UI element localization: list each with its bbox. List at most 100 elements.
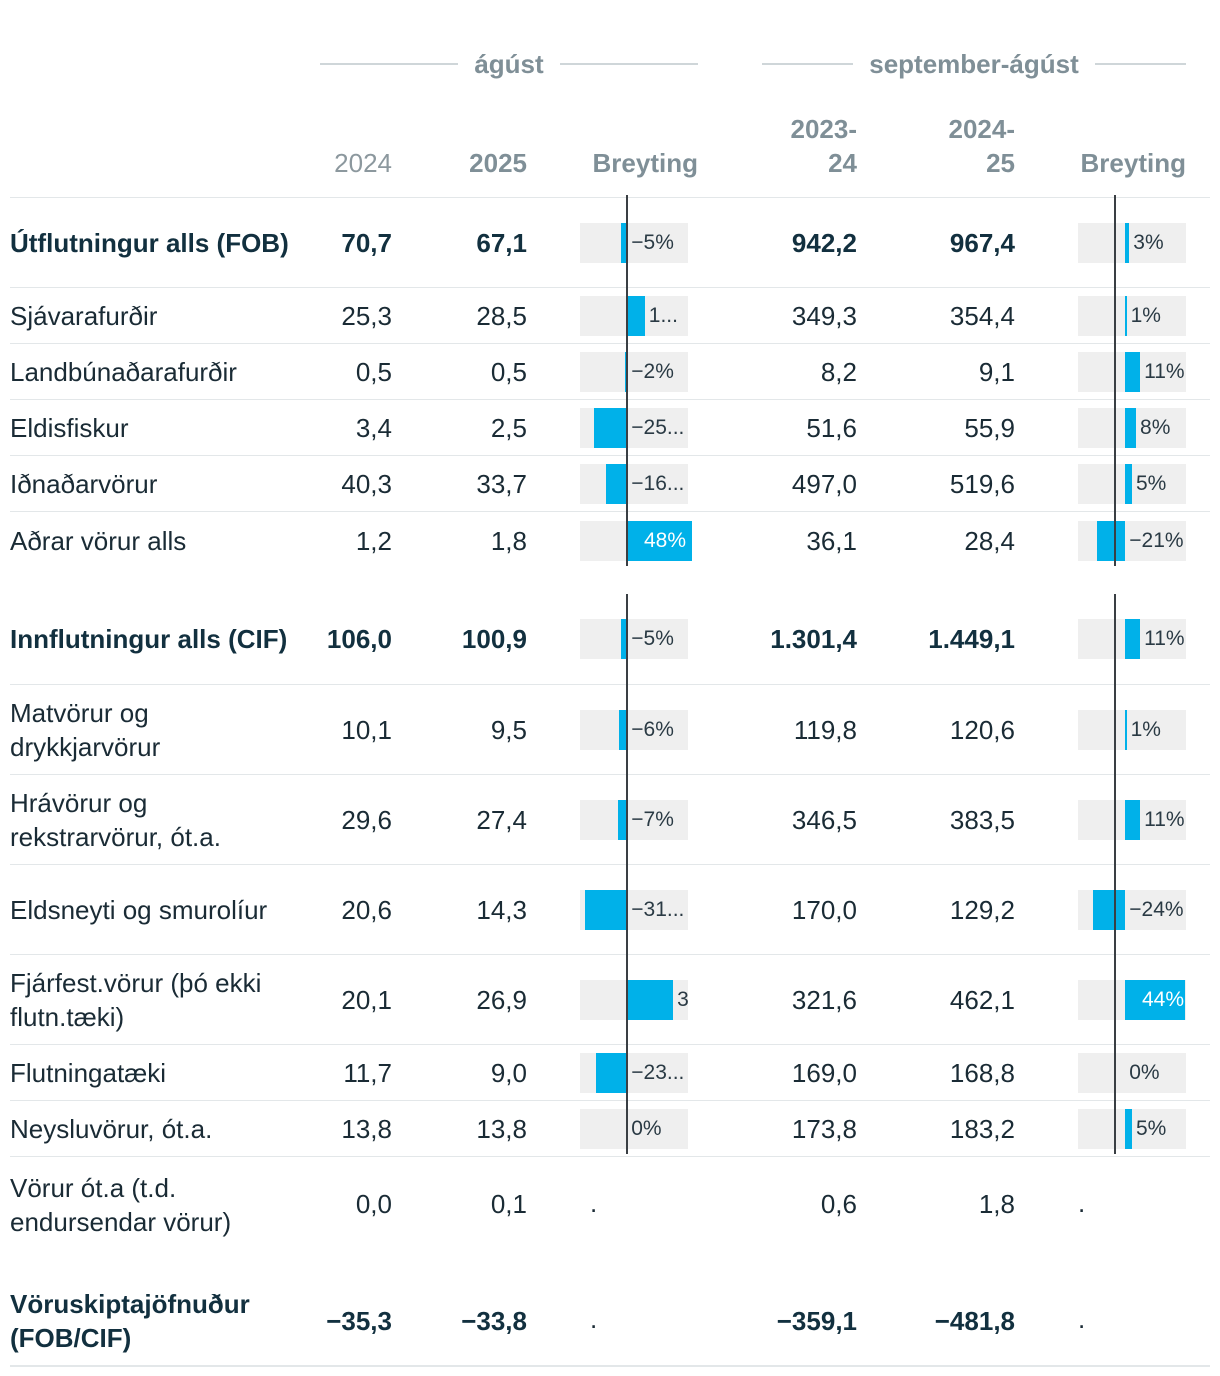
change-bar: [617, 800, 628, 840]
value-2025: −33,8: [461, 1305, 527, 1336]
change-bar: [619, 710, 628, 750]
change-period: 11%: [1078, 352, 1186, 392]
change-label: 48%: [643, 529, 686, 552]
row-label: Fjárfest.vörur (þó ekki flutn.tæki): [10, 968, 262, 1032]
change-bar: [1125, 352, 1141, 392]
table-bottom-rule: [10, 1365, 1210, 1367]
change-bar: [627, 980, 674, 1020]
row-label: Iðnaðarvörur: [10, 469, 158, 499]
value-2023-24: 321,6: [791, 984, 857, 1015]
change-august: −31...: [580, 890, 688, 930]
value-2024-25: 462,1: [949, 984, 1015, 1015]
table-row: Eldisfiskur 3,4 2,5 51,6 55,9 −25... 8%: [10, 399, 1210, 456]
column-header-change-august: Breyting: [580, 146, 698, 180]
change-august: −5%: [580, 619, 688, 659]
change-period: 8%: [1078, 408, 1186, 448]
row-label: Innflutningur alls (CIF): [10, 624, 288, 654]
group-rule-right: [559, 63, 698, 65]
change-bar: [593, 408, 628, 448]
table-row: Eldsneyti og smurolíur 20,6 14,3 170,0 129,2…: [10, 864, 1210, 955]
value-2025: 9,5: [490, 714, 527, 745]
change-bar: [1125, 710, 1127, 750]
column-header-2024-25: 2024- 25: [890, 112, 1016, 180]
change-label: −23...: [631, 1061, 685, 1084]
change-label: 3%: [1133, 231, 1164, 254]
value-2023-24: 346,5: [791, 804, 857, 835]
change-august: −25...: [580, 408, 688, 448]
column-header-text: 2025: [469, 148, 527, 178]
change-label: 44%: [1141, 988, 1184, 1011]
change-label: −2%: [631, 360, 674, 383]
value-2025: 67,1: [476, 227, 527, 258]
group-rule-left: [320, 63, 459, 65]
change-bar: [1092, 890, 1126, 930]
group-header-period: september-ágúst: [762, 44, 1186, 84]
change-bar: [620, 619, 628, 659]
value-2024: 10,1: [341, 714, 392, 745]
column-header-2025: 2025: [430, 146, 527, 180]
value-2025: 2,5: [490, 412, 527, 443]
change-label: 1%: [1130, 304, 1161, 327]
value-2024: 29,6: [341, 804, 392, 835]
change-bar: [1125, 1109, 1132, 1149]
zero-axis-line: [1114, 594, 1117, 1154]
change-period: 11%: [1078, 800, 1186, 840]
value-2024: 1,2: [355, 525, 392, 556]
column-header-2023-24: 2023- 24: [750, 112, 858, 180]
column-header-line: 24: [828, 148, 857, 178]
change-august: 1...: [580, 296, 688, 336]
value-2024-25: 9,1: [978, 356, 1015, 387]
value-2023-24: 8,2: [820, 356, 857, 387]
value-2024-25: −481,8: [934, 1305, 1015, 1336]
column-header-2024: 2024: [300, 146, 392, 180]
row-label: Útflutningur alls (FOB): [10, 228, 289, 258]
change-period: 3%: [1078, 223, 1186, 263]
change-bar: [596, 1053, 628, 1093]
row-label: Flutningatæki: [10, 1058, 167, 1088]
change-label: −25...: [631, 416, 685, 439]
value-2023-24: 51,6: [806, 412, 857, 443]
change-bar: [1096, 521, 1126, 561]
zero-axis-line: [626, 594, 629, 1154]
value-2024-25: 55,9: [964, 412, 1015, 443]
table-row: Fjárfest.vörur (þó ekki flutn.tæki) 20,1 2…: [10, 954, 1210, 1045]
value-2024-25: 1.449,1: [928, 623, 1015, 654]
value-2025: 100,9: [461, 623, 527, 654]
row-label: Sjávarafurðir: [10, 301, 158, 331]
value-2023-24: 1.301,4: [770, 623, 857, 654]
change-period: −24%: [1078, 890, 1186, 930]
table-row: Útflutningur alls (FOB) 70,7 67,1 942,2 967,…: [10, 197, 1210, 288]
change-label: −5%: [631, 627, 674, 650]
change-label: 11%: [1144, 808, 1185, 831]
change-bar: [1125, 408, 1137, 448]
value-2025: 9,0: [490, 1057, 527, 1088]
table-row: Iðnaðarvörur 40,3 33,7 497,0 519,6 −16... 5%: [10, 455, 1210, 512]
row-label: Hrávörur og rekstrarvörur, ót.a.: [10, 788, 221, 852]
column-header-change-period: Breyting: [1066, 146, 1186, 180]
row-label: Vörur ót.a (t.d. endursendar vörur): [10, 1172, 232, 1237]
zero-axis-line: [1114, 195, 1117, 566]
value-2025: 0,5: [490, 356, 527, 387]
value-2024: 11,7: [343, 1057, 392, 1088]
value-2024: 70,7: [341, 227, 392, 258]
change-august: −23...: [580, 1053, 688, 1093]
column-header-text: 2024: [334, 148, 392, 178]
change-bar: [1125, 980, 1185, 1020]
change-bar: [627, 521, 693, 561]
column-header-text: Breyting: [592, 148, 698, 178]
change-label: −16...: [631, 472, 685, 495]
change-label: −7%: [631, 808, 674, 831]
change-august: 0%: [580, 1109, 688, 1149]
group-header-august: ágúst: [320, 44, 698, 84]
value-2023-24: 0,6: [820, 1189, 857, 1219]
value-2024-25: 1,8: [978, 1189, 1015, 1219]
change-bar: [620, 223, 628, 263]
group-rule-left: [762, 63, 854, 65]
change-label: 5%: [1136, 472, 1167, 495]
group-label: september-ágúst: [869, 48, 1079, 79]
change-august: −7%: [580, 800, 688, 840]
table-row: Hrávörur og rekstrarvörur, ót.a. 29,6 27,4…: [10, 774, 1210, 865]
table-row: Landbúnaðarafurðir 0,5 0,5 8,2 9,1 −2% 11%: [10, 343, 1210, 400]
value-2023-24: 349,3: [791, 300, 857, 331]
column-header-line: 2024-: [948, 114, 1016, 144]
